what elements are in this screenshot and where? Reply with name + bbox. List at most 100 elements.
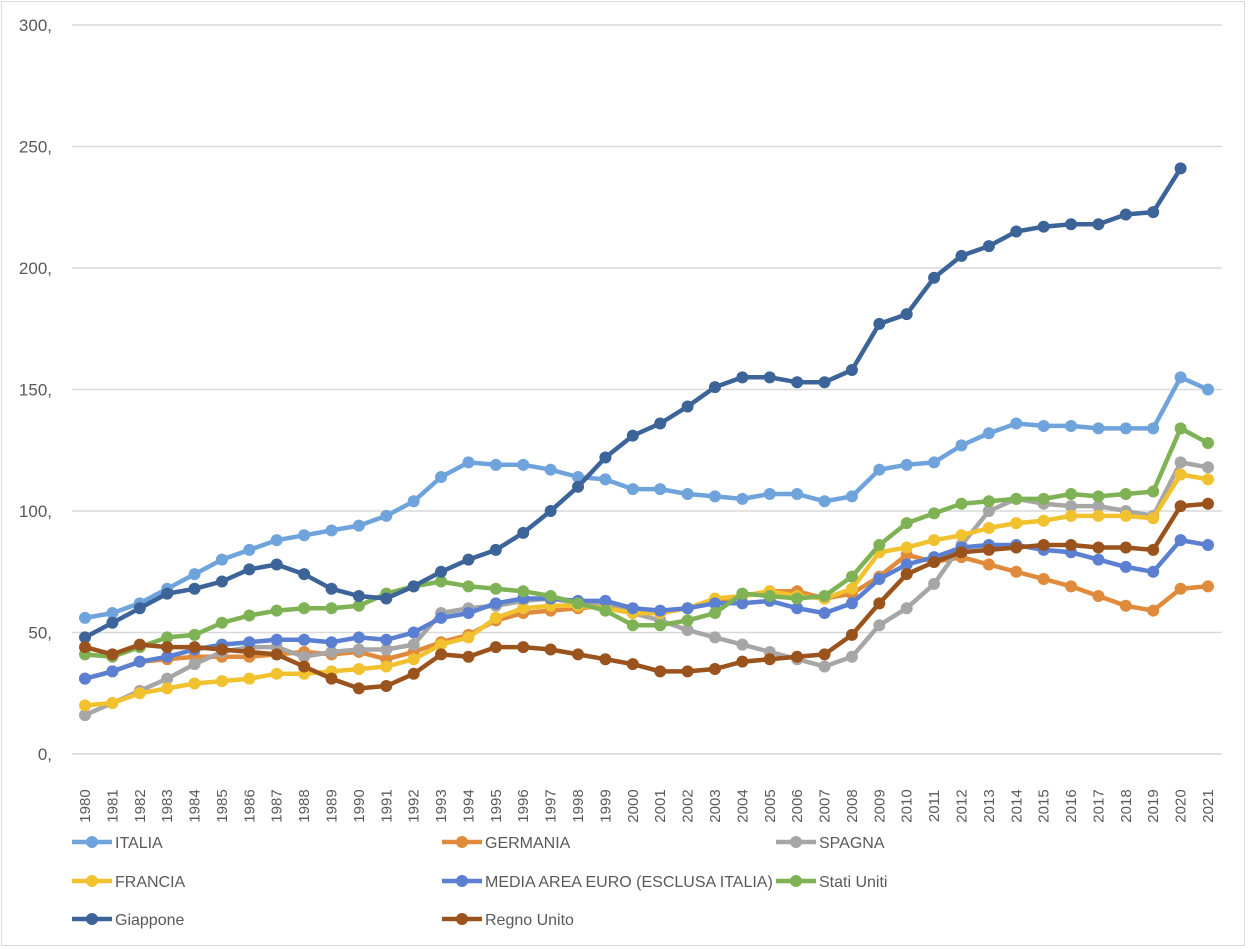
data-point: [818, 590, 831, 603]
series-lines: [79, 162, 1214, 722]
data-point: [873, 573, 886, 586]
x-tick-label: 2019: [1145, 789, 1162, 822]
data-point: [928, 507, 941, 520]
data-point: [462, 553, 475, 566]
data-point: [407, 495, 420, 508]
data-point: [380, 660, 393, 673]
data-point: [681, 400, 694, 413]
data-point: [161, 587, 174, 600]
y-tick-label: 200,: [19, 259, 52, 278]
data-point: [517, 526, 530, 539]
data-point: [325, 645, 338, 658]
legend-item: GERMANIA: [442, 835, 571, 852]
data-point: [763, 487, 776, 500]
data-point: [462, 580, 475, 593]
data-point: [435, 638, 448, 651]
data-point: [1119, 599, 1132, 612]
data-point: [1202, 497, 1214, 510]
data-point: [270, 648, 283, 661]
data-point: [982, 558, 995, 571]
data-point: [462, 607, 475, 620]
data-point: [845, 490, 858, 503]
x-tick-label: 1994: [460, 789, 477, 822]
data-point: [133, 655, 146, 668]
data-point: [654, 483, 667, 496]
data-point: [1092, 553, 1105, 566]
data-point: [270, 534, 283, 547]
data-point: [489, 611, 502, 624]
data-point: [489, 641, 502, 654]
series-francia: [79, 468, 1214, 712]
data-point: [270, 667, 283, 680]
x-tick-label: 1982: [132, 789, 149, 822]
y-axis-ticks: 0, 50, 100, 150, 200, 250, 300,: [19, 16, 52, 764]
x-tick-label: 2016: [1063, 789, 1080, 822]
data-point: [325, 672, 338, 685]
data-point: [626, 429, 639, 442]
x-tick-label: 2012: [953, 789, 970, 822]
data-point: [243, 609, 256, 622]
data-point: [982, 240, 995, 253]
x-tick-label: 2005: [762, 789, 779, 822]
x-tick-label: 2011: [926, 790, 943, 822]
legend-label: SPAGNA: [819, 835, 885, 852]
data-point: [708, 490, 721, 503]
data-point: [982, 495, 995, 508]
data-point: [1092, 218, 1105, 231]
data-point: [1092, 500, 1105, 513]
data-point: [763, 653, 776, 666]
x-tick-label: 1983: [159, 789, 176, 822]
data-point: [1119, 560, 1132, 573]
data-point: [900, 517, 913, 530]
data-point: [462, 631, 475, 644]
data-point: [928, 271, 941, 284]
data-point: [654, 619, 667, 632]
data-point: [407, 638, 420, 651]
data-point: [1174, 371, 1187, 384]
legend-label: Stati Uniti: [819, 874, 887, 891]
data-point: [818, 495, 831, 508]
data-point: [955, 529, 968, 542]
data-point: [489, 597, 502, 610]
x-tick-label: 1993: [433, 789, 450, 822]
legend-dot-marker: [86, 913, 98, 925]
data-point: [1092, 541, 1105, 554]
data-point: [681, 602, 694, 615]
data-point: [352, 682, 365, 695]
legend-dot-marker: [86, 836, 98, 848]
gridlines: [72, 24, 1222, 755]
x-tick-label: 2013: [981, 789, 998, 822]
data-point: [1202, 539, 1214, 552]
data-point: [243, 645, 256, 658]
data-point: [352, 519, 365, 532]
data-point: [708, 662, 721, 675]
legend-item: Regno Unito: [442, 912, 574, 929]
data-point: [1037, 492, 1050, 505]
data-point: [873, 317, 886, 330]
data-point: [380, 679, 393, 692]
data-point: [79, 611, 91, 624]
data-point: [1065, 487, 1078, 500]
data-point: [133, 638, 146, 651]
data-point: [626, 658, 639, 671]
data-point: [380, 633, 393, 646]
data-point: [1037, 514, 1050, 527]
data-point: [900, 602, 913, 615]
data-point: [1065, 539, 1078, 552]
data-point: [161, 682, 174, 695]
x-tick-label: 1997: [543, 789, 560, 822]
legend-label: Regno Unito: [485, 912, 574, 929]
data-point: [435, 648, 448, 661]
x-tick-label: 2002: [680, 789, 697, 822]
data-point: [626, 619, 639, 632]
data-point: [79, 672, 91, 685]
data-point: [161, 650, 174, 663]
data-point: [325, 636, 338, 649]
legend-label: GERMANIA: [485, 835, 571, 852]
data-point: [626, 483, 639, 496]
data-point: [1174, 468, 1187, 481]
data-point: [1147, 604, 1160, 617]
data-point: [791, 487, 804, 500]
data-point: [79, 631, 91, 644]
